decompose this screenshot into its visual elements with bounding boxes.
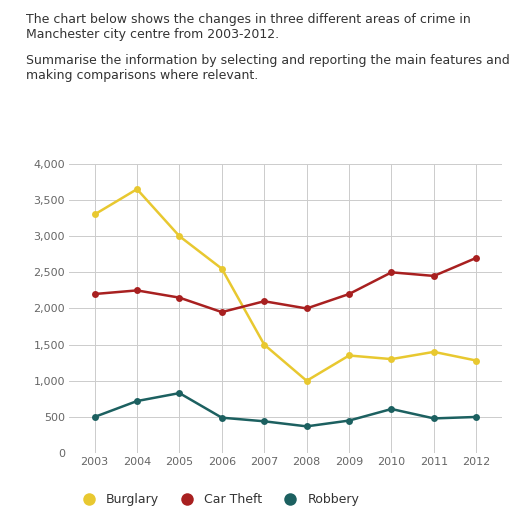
Legend: Burglary, Car Theft, Robbery: Burglary, Car Theft, Robbery [71,488,364,511]
Text: making comparisons where relevant.: making comparisons where relevant. [26,69,258,82]
Text: Summarise the information by selecting and reporting the main features and: Summarise the information by selecting a… [26,54,509,67]
Text: The chart below shows the changes in three different areas of crime in: The chart below shows the changes in thr… [26,13,471,26]
Text: Manchester city centre from 2003-2012.: Manchester city centre from 2003-2012. [26,28,279,41]
